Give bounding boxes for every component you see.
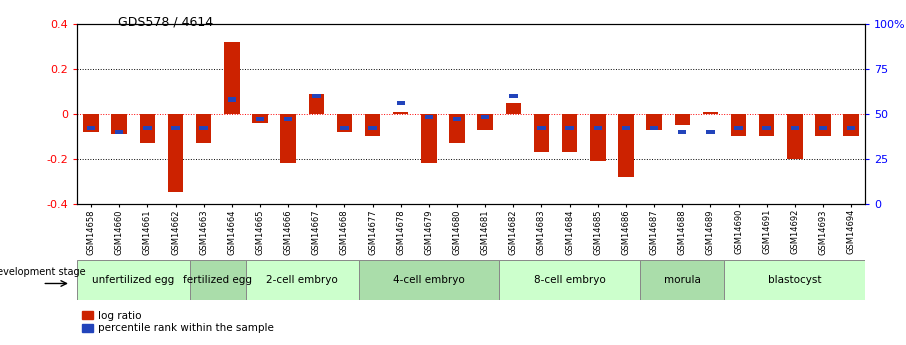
Bar — [759, 114, 775, 136]
Text: development stage: development stage — [0, 267, 86, 277]
Bar — [565, 126, 573, 130]
Bar — [843, 114, 859, 136]
Bar — [509, 94, 517, 98]
Text: 4-cell embryo: 4-cell embryo — [393, 275, 465, 285]
Bar — [703, 112, 718, 114]
Bar — [640, 260, 725, 300]
Bar — [227, 98, 236, 101]
Bar — [246, 260, 359, 300]
Text: blastocyst: blastocyst — [768, 275, 822, 285]
Bar — [365, 114, 381, 136]
Bar — [143, 126, 151, 130]
Bar — [337, 114, 352, 132]
Bar — [534, 114, 549, 152]
Text: 2-cell embryo: 2-cell embryo — [266, 275, 338, 285]
Bar — [725, 260, 865, 300]
Text: 8-cell embryo: 8-cell embryo — [534, 275, 605, 285]
Bar — [731, 114, 747, 136]
Bar — [83, 114, 99, 132]
Bar — [791, 126, 799, 130]
Legend: log ratio, percentile rank within the sample: log ratio, percentile rank within the sa… — [82, 310, 274, 333]
Bar — [562, 114, 577, 152]
Bar — [847, 126, 855, 130]
Bar — [309, 94, 324, 114]
Bar — [255, 117, 265, 121]
Bar — [499, 260, 640, 300]
Bar — [593, 126, 602, 130]
Bar — [196, 114, 211, 143]
Bar — [678, 130, 687, 134]
Bar — [618, 114, 633, 177]
Bar — [280, 114, 296, 163]
Bar — [393, 112, 409, 114]
Bar — [168, 114, 183, 193]
Text: GDS578 / 4614: GDS578 / 4614 — [118, 16, 213, 29]
Bar — [477, 114, 493, 130]
Bar — [622, 126, 631, 130]
Bar — [77, 260, 189, 300]
Bar — [359, 260, 499, 300]
Bar — [590, 114, 605, 161]
Bar — [735, 126, 743, 130]
Bar — [224, 42, 239, 114]
Bar — [369, 126, 377, 130]
Bar — [87, 126, 95, 130]
Bar — [815, 114, 831, 136]
Bar — [449, 114, 465, 143]
Text: morula: morula — [664, 275, 700, 285]
Bar — [171, 126, 179, 130]
Bar — [312, 94, 321, 98]
Bar — [481, 116, 489, 119]
Text: fertilized egg: fertilized egg — [183, 275, 252, 285]
Bar — [284, 117, 293, 121]
Bar — [537, 126, 545, 130]
Bar — [421, 114, 437, 163]
Bar — [341, 126, 349, 130]
Bar — [199, 126, 207, 130]
Bar — [115, 130, 123, 134]
Bar — [453, 117, 461, 121]
Bar — [674, 114, 690, 125]
Bar — [650, 126, 659, 130]
Bar — [646, 114, 662, 130]
Bar — [706, 130, 715, 134]
Bar — [140, 114, 155, 143]
Bar — [111, 114, 127, 134]
Bar — [506, 103, 521, 114]
Bar — [252, 114, 268, 123]
Bar — [763, 126, 771, 130]
Bar — [425, 116, 433, 119]
Bar — [787, 114, 803, 159]
Bar — [819, 126, 827, 130]
Bar — [189, 260, 246, 300]
Text: unfertilized egg: unfertilized egg — [92, 275, 175, 285]
Bar — [397, 101, 405, 105]
